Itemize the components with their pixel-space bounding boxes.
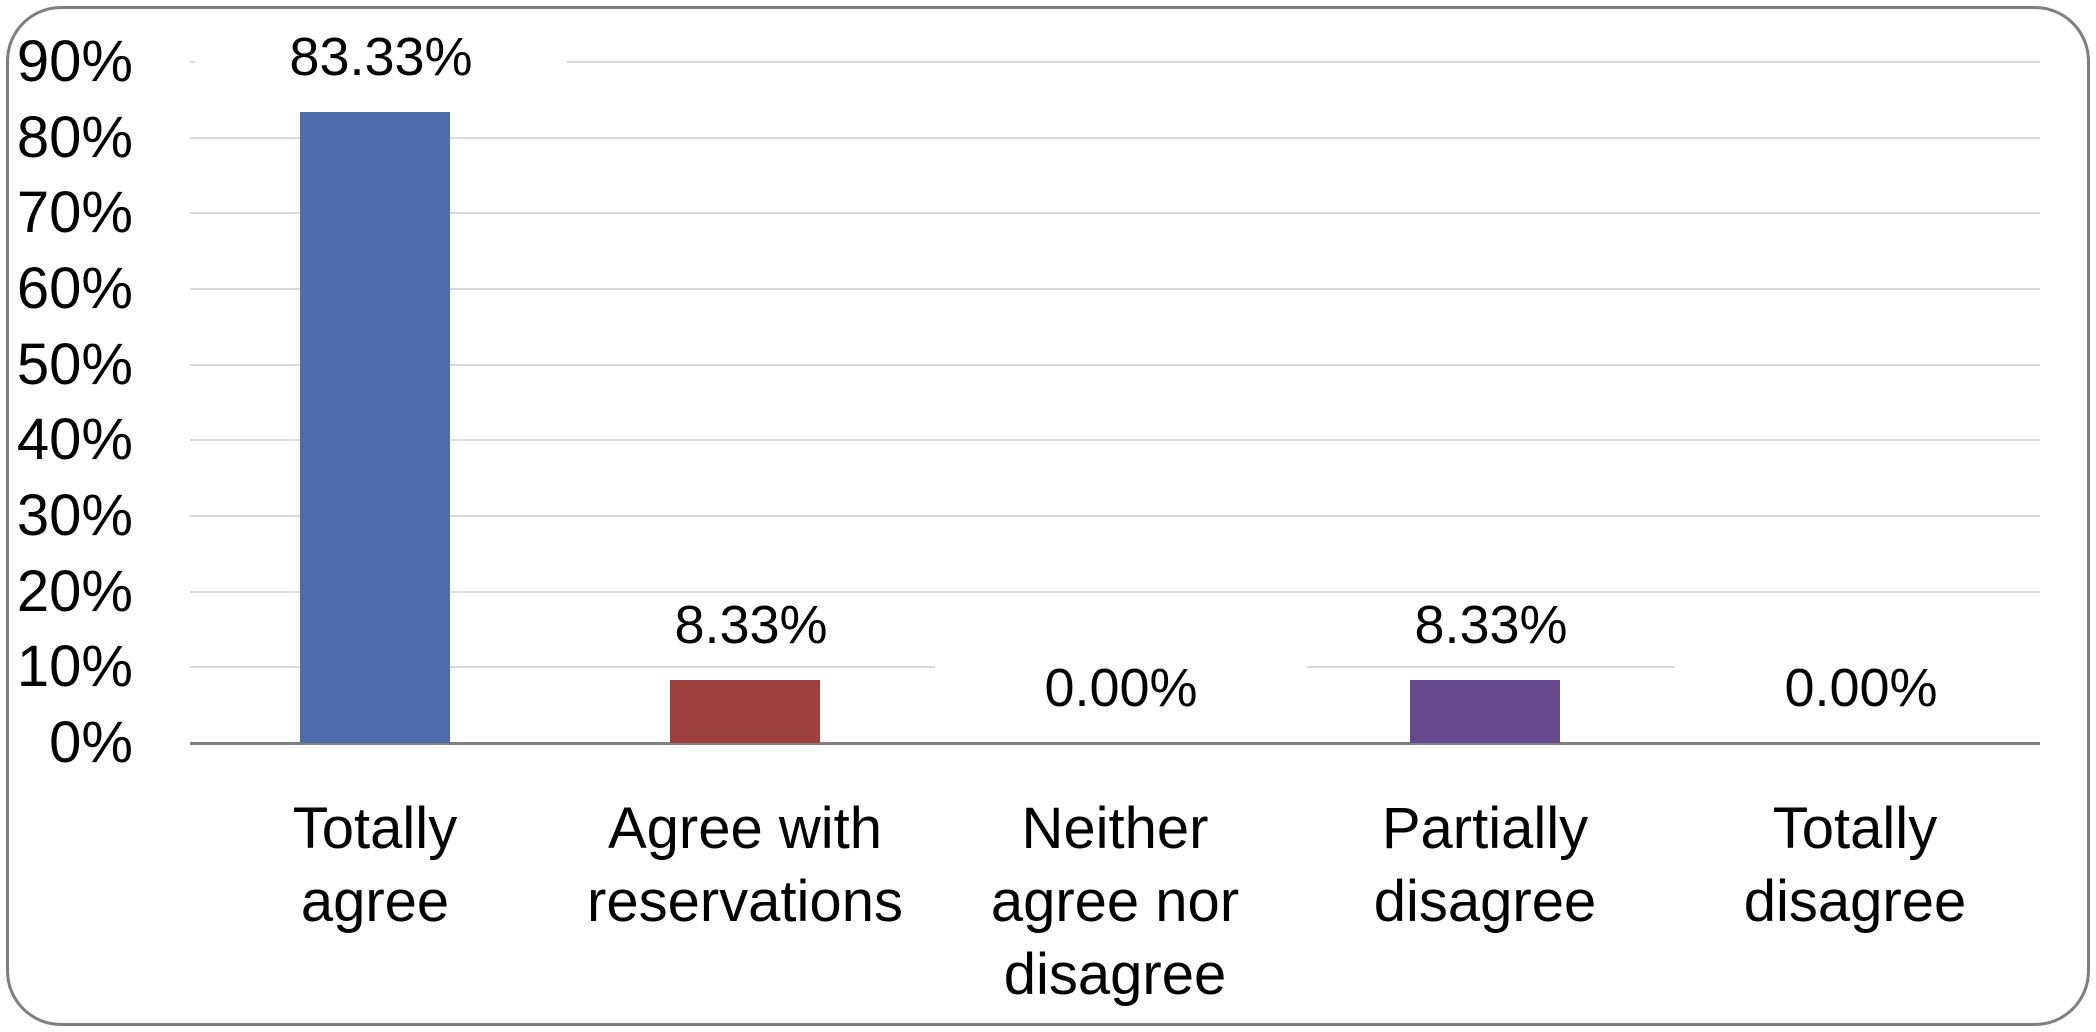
gridline [190,288,2040,290]
y-tick-label: 70% [16,180,133,246]
y-tick-label: 30% [16,483,133,548]
x-category-label-line: disagree [1373,869,1597,934]
bar [670,679,820,743]
x-category-label-line: Totally [1772,796,1938,861]
x-category-label-line: agree [300,869,450,934]
x-category-label-line: Neither [1021,796,1209,861]
x-category-label-line: reservations [587,869,903,934]
y-tick-label: 60% [16,256,133,321]
gridline [190,363,2040,366]
bar [300,112,450,743]
bar-value-label: 83.33% [195,30,567,85]
x-axis-line [190,742,2040,745]
gridline [190,136,2040,139]
x-category-label-line: disagree [1003,942,1227,1007]
y-tick-label: 90% [16,29,133,94]
y-tick-label: 80% [16,104,133,170]
bar-value-label: 8.33% [1305,597,1677,652]
bar-value-label: 0.00% [1675,661,2047,715]
y-tick-label: 0% [49,710,133,775]
y-tick-label: 40% [16,407,133,473]
gridline [190,61,2040,63]
x-category-label-line: Agree with [607,796,883,861]
y-tick-label: 20% [16,558,133,624]
x-category-label: Agree with reservations [560,792,930,938]
y-tick-label: 10% [16,634,133,700]
x-category-label: Neither agree nor disagree [930,792,1300,1011]
gridline [190,439,2040,442]
gridline [190,590,2040,593]
x-category-label: Totally disagree [1670,792,2040,938]
bar-value-label: 8.33% [565,597,937,652]
x-category-label-line: agree nor [990,869,1240,934]
x-category-label: Totally agree [190,792,560,938]
bar-value-label: 0.00% [935,661,1307,715]
bar [1410,679,1560,743]
gridline [190,515,2040,517]
x-category-label: Partially disagree [1300,792,1670,938]
x-category-label-line: disagree [1743,869,1967,934]
x-category-label-line: Totally [292,796,458,861]
gridline [190,212,2040,215]
x-category-label-line: Partially [1381,796,1589,861]
y-tick-label: 50% [16,331,133,397]
